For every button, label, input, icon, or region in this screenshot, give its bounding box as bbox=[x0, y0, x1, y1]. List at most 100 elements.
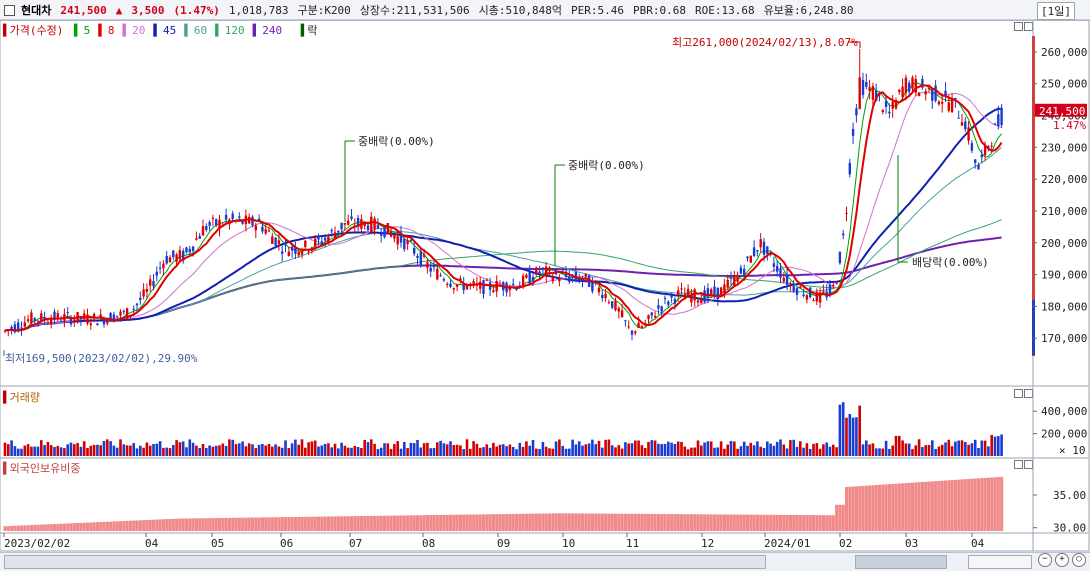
candle-body bbox=[393, 235, 396, 239]
candle-body bbox=[703, 290, 706, 303]
volume-bar bbox=[412, 443, 416, 456]
volume-bar bbox=[23, 445, 27, 456]
foreign-ownership-bar bbox=[769, 514, 773, 531]
volume-bar bbox=[581, 445, 584, 456]
foreign-ownership-bar bbox=[647, 513, 651, 531]
volume-bar bbox=[43, 445, 46, 456]
price-change: 3,500 bbox=[131, 3, 165, 17]
foreign-ownership-bar bbox=[109, 521, 113, 531]
price-pane-minimize[interactable] bbox=[1014, 22, 1023, 31]
zoom-reset-icon[interactable]: ○ bbox=[1072, 553, 1086, 567]
candle-body bbox=[653, 315, 657, 318]
foreign-ownership-bar bbox=[785, 514, 789, 531]
foreign-ownership-bar bbox=[524, 513, 528, 531]
foreign-ownership-bar bbox=[132, 520, 136, 531]
select-checkbox[interactable] bbox=[4, 4, 15, 16]
foreign-ownership-bar bbox=[686, 514, 690, 531]
candle-body bbox=[271, 236, 274, 244]
candle-body bbox=[914, 79, 917, 93]
scrollbar-thumb[interactable] bbox=[855, 555, 947, 569]
volume-bar bbox=[56, 445, 60, 456]
ma-8-line bbox=[4, 84, 1003, 332]
volume-unit-label: × 10 bbox=[1059, 444, 1086, 457]
foreign-ownership-bar bbox=[544, 513, 548, 531]
volume-bar bbox=[79, 446, 83, 456]
volume-bar bbox=[848, 414, 852, 456]
foreign-ownership-bar bbox=[214, 518, 218, 531]
foreign-ownership-bar bbox=[99, 522, 103, 531]
volume-bar bbox=[805, 443, 809, 456]
foreign-pane-minimize[interactable] bbox=[1014, 460, 1023, 469]
volume-bar bbox=[323, 443, 327, 456]
volume-bar bbox=[845, 417, 848, 456]
foreign-ownership-bar bbox=[805, 515, 809, 531]
candle-body bbox=[139, 297, 142, 301]
zoom-in-icon[interactable]: + bbox=[1055, 553, 1069, 567]
volume-bar bbox=[125, 445, 129, 456]
volume-bar bbox=[818, 448, 822, 456]
candle-body bbox=[432, 265, 436, 268]
volume-bar bbox=[452, 445, 456, 456]
foreign-ownership-bar bbox=[188, 518, 192, 531]
volume-bar bbox=[802, 447, 805, 456]
candle-body bbox=[535, 267, 538, 275]
foreign-ownership-bar bbox=[224, 517, 228, 531]
volume-bar bbox=[561, 445, 564, 456]
candle-body bbox=[452, 288, 455, 290]
volume-bar bbox=[739, 446, 743, 456]
candle-body bbox=[891, 101, 894, 109]
volume-bar bbox=[673, 443, 677, 456]
horizontal-scrollbar[interactable] bbox=[4, 555, 766, 569]
foreign-ownership-bar bbox=[43, 524, 47, 531]
foreign-ownership-bar bbox=[69, 523, 73, 531]
volume-bar bbox=[799, 441, 802, 456]
candle-body bbox=[634, 331, 637, 334]
legend-ma-8: ▌ 8 bbox=[98, 24, 115, 37]
foreign-ownership-bar bbox=[742, 514, 746, 531]
volume-bar bbox=[851, 417, 855, 456]
x-tick-label: 09 bbox=[497, 537, 510, 550]
x-tick-label: 12 bbox=[701, 537, 714, 550]
zoom-slider[interactable] bbox=[968, 555, 1032, 569]
candle-body bbox=[304, 240, 307, 247]
candle-body bbox=[743, 269, 746, 276]
candle-body bbox=[149, 279, 152, 286]
candle-body bbox=[472, 281, 475, 284]
volume-bar bbox=[614, 447, 617, 456]
volume-tick-label: 400,000 bbox=[1041, 405, 1087, 418]
volume-bar bbox=[934, 448, 937, 456]
pbr: PBR:0.68 bbox=[632, 3, 686, 17]
volume-bar bbox=[277, 446, 281, 456]
candle-body bbox=[455, 284, 459, 287]
volume-bar bbox=[419, 447, 423, 456]
zoom-out-icon[interactable]: − bbox=[1038, 553, 1052, 567]
candle-body bbox=[241, 220, 244, 224]
candle-body bbox=[802, 294, 805, 296]
candle-body bbox=[290, 246, 294, 251]
foreign-ownership-bar bbox=[564, 513, 568, 531]
candle-body bbox=[284, 243, 287, 246]
foreign-ownership-bar bbox=[656, 514, 660, 531]
candle-body bbox=[795, 288, 799, 295]
market-cap: 시총:510,848억 bbox=[478, 4, 562, 17]
candle-body bbox=[429, 267, 432, 272]
foreign-ownership-bar bbox=[158, 519, 162, 531]
candle-body bbox=[205, 225, 208, 230]
foreign-ownership-bar bbox=[89, 522, 93, 531]
foreign-ownership-bar bbox=[920, 482, 924, 531]
volume-bar bbox=[584, 444, 588, 456]
candle-body bbox=[842, 233, 845, 236]
x-tick-label: 02 bbox=[839, 537, 852, 550]
foreign-ownership-bar bbox=[696, 514, 700, 531]
volume-pane-minimize[interactable] bbox=[1014, 389, 1023, 398]
foreign-ownership-bar bbox=[577, 513, 581, 531]
foreign-ownership-bar bbox=[973, 478, 977, 531]
foreign-ownership-bar bbox=[148, 519, 152, 531]
candle-body bbox=[231, 213, 234, 220]
foreign-ownership-bar bbox=[399, 515, 403, 531]
foreign-ownership-bar bbox=[531, 513, 535, 531]
volume-bar bbox=[927, 444, 931, 456]
foreign-ownership-bar bbox=[138, 520, 142, 531]
candle-body bbox=[479, 281, 482, 289]
foreign-ownership-bar bbox=[33, 524, 37, 531]
